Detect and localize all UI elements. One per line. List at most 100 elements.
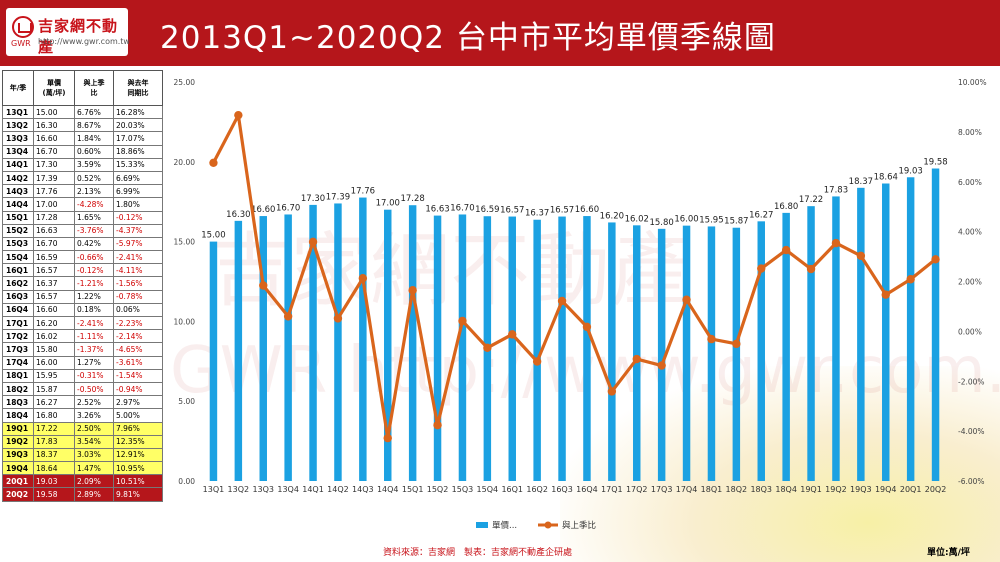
- cell-price: 16.63: [33, 223, 75, 238]
- qoq-point: [632, 354, 641, 364]
- cell-qoq: 3.54%: [74, 434, 114, 449]
- x-tick-label: 16Q2: [526, 485, 548, 494]
- bar-data-label: 16.59: [475, 205, 499, 215]
- y2-tick-label: 6.00%: [958, 178, 982, 187]
- x-tick-label: 18Q3: [750, 485, 772, 494]
- cell-price: 15.95: [33, 368, 75, 383]
- x-tick-label: 13Q1: [203, 485, 225, 494]
- qoq-point: [757, 264, 766, 273]
- bar-data-label: 16.57: [550, 206, 574, 216]
- bar-data-label: 16.70: [276, 203, 300, 213]
- y2-tick-label: 2.00%: [958, 278, 982, 287]
- bar-data-label: 16.27: [749, 210, 773, 220]
- qoq-line: [212, 113, 937, 440]
- qoq-point: [458, 316, 467, 326]
- cell-price: 16.60: [33, 131, 75, 146]
- bar: [234, 220, 243, 482]
- cell-yoy: -0.94%: [113, 381, 163, 397]
- qoq-point: [682, 295, 691, 304]
- brand-logo[interactable]: GWR 吉家網不動產 http://www.gwr.com.tw: [6, 8, 130, 56]
- table-row: 16Q4 16.60 0.18% 0.06%: [2, 302, 163, 318]
- cell-qoq: 1.84%: [74, 131, 114, 146]
- cell-price: 16.59: [33, 250, 75, 265]
- x-tick-label: 20Q1: [900, 485, 922, 494]
- qoq-point: [209, 158, 218, 167]
- bar-data-label: 17.39: [326, 192, 350, 202]
- bar-data-label: 16.37: [525, 209, 549, 219]
- cell-price: 16.57: [33, 289, 75, 304]
- cell-yoy: 10.51%: [113, 474, 163, 489]
- cell-yoy: 16.28%: [113, 104, 163, 120]
- bar: [558, 216, 566, 482]
- cell-qoq: -0.31%: [74, 368, 114, 383]
- y-tick-label: 20.00: [174, 158, 196, 167]
- qoq-point: [607, 387, 617, 396]
- cell-price: 16.02: [33, 329, 75, 344]
- table-row: 19Q3 18.37 3.03% 12.91%: [2, 447, 163, 463]
- cell-yoy: 7.96%: [113, 421, 163, 436]
- cell-period: 14Q2: [2, 170, 34, 186]
- cell-price: 15.80: [33, 342, 75, 357]
- bar: [608, 222, 616, 481]
- qoq-point: [582, 322, 592, 332]
- bar-data-label: 16.60: [575, 205, 599, 215]
- cell-qoq: 0.42%: [74, 236, 114, 252]
- qoq-point: [831, 238, 841, 248]
- qoq-point: [881, 290, 890, 299]
- cell-period: 18Q1: [2, 368, 34, 383]
- legend-line-marker: [544, 521, 552, 529]
- table-body: 13Q1 15.00 6.76% 16.28% 13Q2 16.30 8.67% 20.03%…: [2, 104, 163, 502]
- table-row: 17Q2 16.02 -1.11% -2.14%: [2, 329, 163, 344]
- cell-qoq: 1.27%: [74, 355, 114, 370]
- cell-price: 16.57: [33, 263, 75, 278]
- cell-qoq: 1.47%: [74, 461, 114, 476]
- table-row: 15Q3 16.70 0.42% -5.97%: [2, 236, 163, 252]
- bar-data-label: 16.63: [425, 205, 449, 215]
- bar-data-label: 16.00: [674, 215, 698, 225]
- cell-period: 16Q4: [2, 302, 34, 318]
- cell-price: 19.58: [33, 487, 75, 502]
- cell-qoq: -0.50%: [74, 381, 114, 397]
- table-row: 18Q3 16.27 2.52% 2.97%: [2, 395, 163, 410]
- cell-period: 17Q4: [2, 355, 34, 370]
- x-tick-label: 13Q4: [277, 485, 299, 494]
- cell-yoy: 12.91%: [113, 447, 163, 463]
- table-row: 15Q4 16.59 -0.66% -2.41%: [2, 250, 163, 265]
- bar-data-label: 17.76: [351, 187, 375, 197]
- cell-period: 16Q3: [2, 289, 34, 304]
- cell-yoy: 2.97%: [113, 395, 163, 410]
- cell-period: 14Q1: [2, 157, 34, 172]
- cell-qoq: 8.67%: [74, 118, 114, 133]
- logo-url: http://www.gwr.com.tw: [38, 37, 130, 46]
- bar-data-label: 19.58: [923, 158, 947, 168]
- qoq-point: [234, 110, 243, 120]
- bar: [508, 216, 516, 482]
- qoq-point: [308, 237, 318, 247]
- cell-period: 15Q1: [2, 210, 34, 225]
- cell-price: 16.37: [33, 276, 75, 291]
- cell-period: 15Q2: [2, 223, 34, 238]
- bar: [334, 203, 342, 481]
- cell-yoy: -4.65%: [113, 342, 163, 357]
- x-tick-label: 14Q4: [377, 485, 399, 494]
- cell-yoy: -2.14%: [113, 329, 163, 344]
- x-tick-label: 14Q3: [352, 485, 374, 494]
- bar-data-label: 17.83: [824, 185, 848, 195]
- bar: [533, 219, 541, 481]
- bar: [707, 226, 716, 481]
- cell-price: 15.00: [33, 104, 75, 120]
- cell-qoq: 0.18%: [74, 302, 114, 318]
- qoq-point: [931, 255, 940, 264]
- qoq-point: [483, 343, 492, 353]
- cell-price: 16.27: [33, 395, 75, 410]
- header-period: 年/季: [2, 70, 34, 106]
- x-tick-label: 13Q2: [228, 485, 250, 494]
- cell-period: 13Q1: [2, 104, 34, 120]
- bar-data-label: 16.70: [450, 203, 474, 213]
- cell-qoq: 0.52%: [74, 170, 114, 186]
- cell-yoy: 6.99%: [113, 184, 163, 199]
- cell-yoy: 9.81%: [113, 487, 163, 502]
- bar: [657, 228, 666, 481]
- cell-yoy: 10.95%: [113, 461, 163, 476]
- table-row: 13Q1 15.00 6.76% 16.28%: [2, 104, 163, 120]
